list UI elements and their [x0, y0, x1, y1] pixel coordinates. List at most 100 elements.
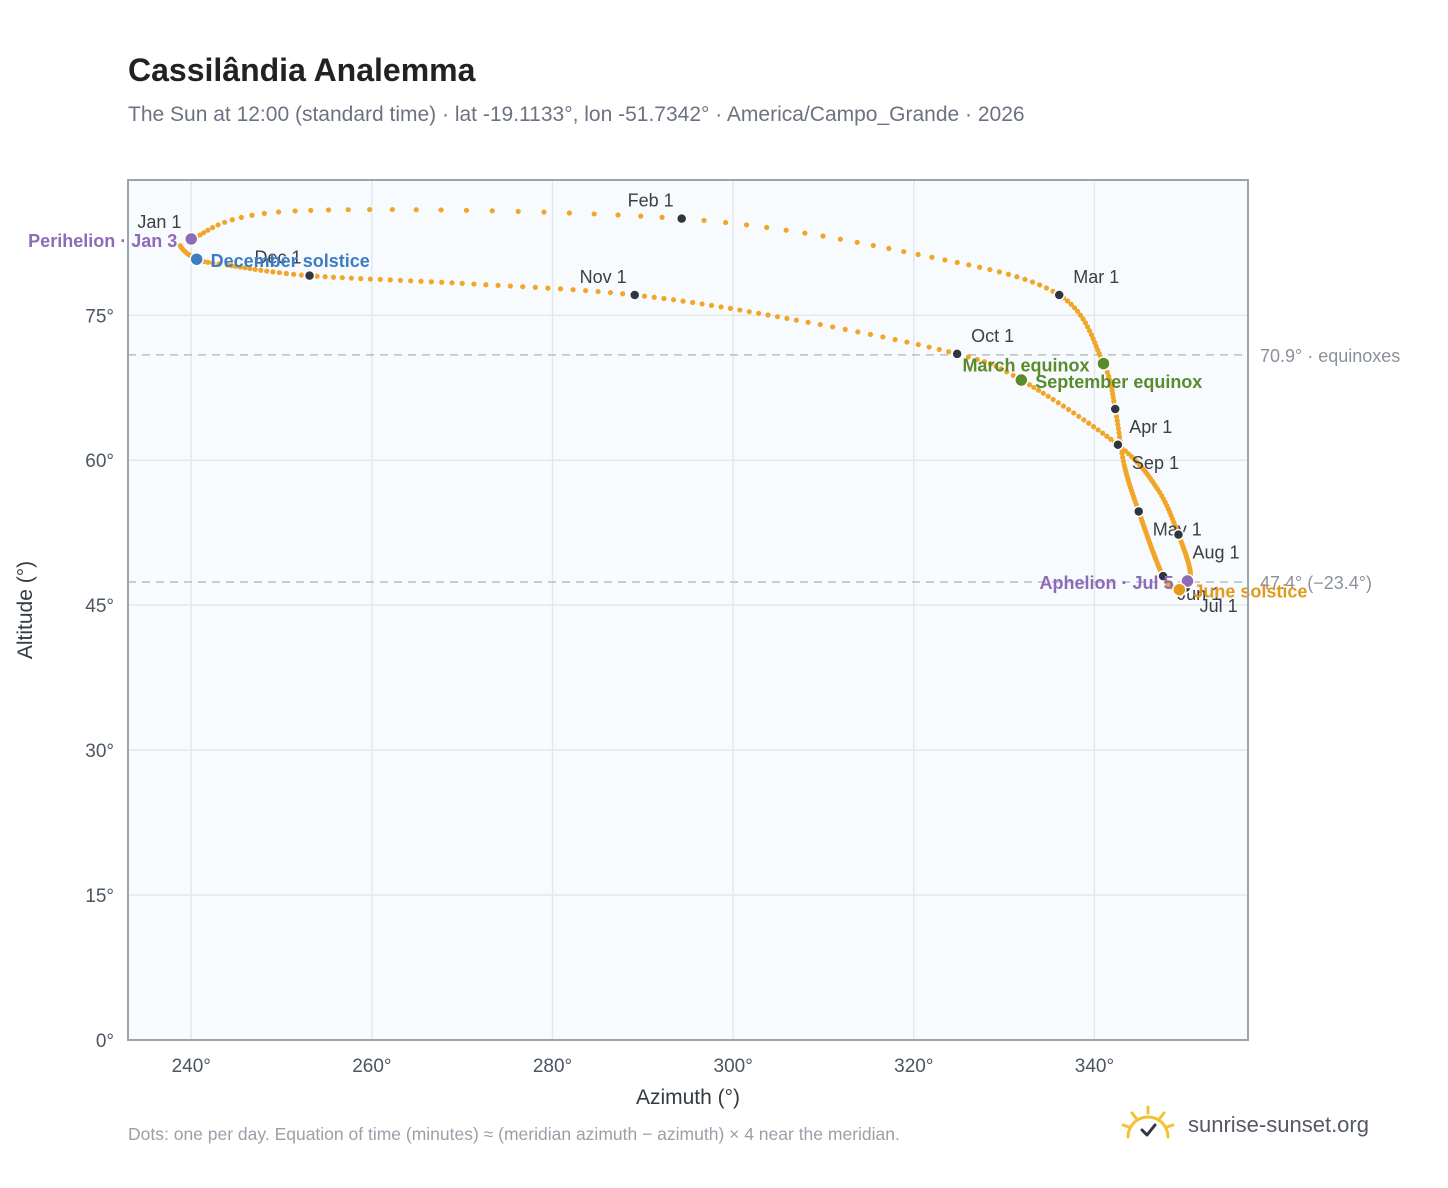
daily-sun-dot	[495, 282, 501, 288]
daily-sun-dot	[1095, 427, 1101, 433]
daily-sun-dot	[408, 278, 414, 284]
daily-sun-dot	[817, 321, 823, 328]
axis-ticks: 240° 260° 280° 300° 320° 340° 0° 15° 30° 45° 60° 75…	[85, 306, 1114, 1077]
daily-sun-dot	[915, 341, 921, 348]
daily-sun-dot	[413, 207, 419, 213]
daily-sun-dot	[638, 213, 644, 219]
daily-sun-dot	[607, 289, 614, 296]
y-tick-label: 30°	[85, 741, 114, 762]
daily-sun-dot	[1060, 403, 1067, 409]
daily-sun-dot	[1064, 298, 1071, 304]
event-marker-dot	[183, 231, 199, 247]
daily-sun-dot	[1055, 400, 1061, 406]
daily-sun-dot	[205, 259, 211, 265]
daily-sun-dot	[765, 312, 771, 318]
daily-sun-dot	[283, 270, 289, 277]
daily-sun-dot	[471, 281, 477, 287]
reference-line-label: 70.9° · equinoxes	[1260, 346, 1400, 366]
daily-sun-dot	[743, 222, 750, 228]
x-tick-label: 300°	[714, 1056, 753, 1077]
daily-sun-dot	[264, 268, 270, 274]
y-tick-label: 45°	[85, 596, 114, 617]
daily-sun-dot	[348, 275, 354, 281]
daily-sun-dot	[595, 288, 601, 295]
daily-sun-dot	[325, 207, 332, 213]
brand-name: sunrise-sunset.org	[1188, 1112, 1369, 1137]
daily-sun-dot	[620, 291, 626, 297]
daily-sun-dot	[515, 208, 521, 215]
daily-sun-dot	[659, 214, 665, 220]
event-marker-label: Perihelion · Jan 3	[28, 231, 177, 251]
daily-sun-dot	[718, 304, 724, 310]
daily-sun-dot	[1084, 324, 1091, 330]
daily-sun-dot	[870, 242, 876, 249]
month-marker-label: Feb 1	[628, 191, 674, 211]
daily-sun-dot	[229, 217, 235, 223]
daily-sun-dot	[1122, 448, 1128, 454]
daily-sun-dot	[209, 224, 216, 231]
daily-sun-dot	[322, 274, 328, 280]
event-marker-label: June solstice	[1193, 582, 1307, 602]
daily-sun-dot	[228, 263, 235, 269]
daily-sun-dot	[774, 314, 781, 320]
daily-sun-dot	[820, 233, 826, 239]
daily-sun-dot	[699, 301, 705, 307]
daily-sun-dot	[532, 284, 538, 290]
y-tick-label: 60°	[85, 451, 114, 472]
daily-sun-dot	[238, 214, 244, 220]
daily-sun-dot	[201, 230, 207, 236]
daily-sun-dot	[690, 299, 696, 306]
daily-sun-dot	[591, 211, 597, 217]
month-marker-dot	[951, 348, 963, 360]
daily-sun-dot	[483, 282, 489, 288]
y-tick-label: 15°	[85, 886, 114, 907]
daily-sun-dot	[723, 219, 729, 226]
daily-sun-dot	[892, 336, 898, 343]
daily-sun-dot	[1071, 410, 1077, 416]
daily-sun-dot	[1082, 320, 1088, 326]
daily-sun-dot	[397, 277, 404, 283]
daily-sun-dot	[661, 295, 667, 302]
daily-sun-dot	[1111, 398, 1117, 404]
x-tick-label: 240°	[172, 1056, 211, 1077]
daily-sun-dot	[1108, 436, 1114, 442]
daily-sun-dot	[1040, 390, 1046, 396]
daily-sun-dot	[764, 224, 770, 231]
daily-sun-dot	[981, 359, 988, 365]
daily-sun-dot	[783, 227, 789, 233]
reference-line-label: 47.4° (−23.4°)	[1260, 573, 1372, 593]
daily-sun-dot	[954, 259, 960, 266]
daily-sun-dot	[314, 273, 320, 279]
daily-sun-dot	[292, 208, 298, 214]
daily-sun-dot	[998, 366, 1004, 372]
daily-sun-dot	[1100, 430, 1106, 436]
daily-sun-dot	[1035, 387, 1042, 393]
month-marker-label: Aug 1	[1192, 543, 1239, 563]
daily-sun-dot	[389, 206, 395, 213]
month-marker-label: Mar 1	[1073, 267, 1119, 287]
daily-sun-dot	[1022, 276, 1028, 282]
event-marker-dot	[1172, 582, 1187, 597]
daily-sun-dot	[670, 297, 677, 303]
daily-sun-dot	[1086, 420, 1092, 426]
month-marker-dot	[628, 289, 641, 301]
daily-sun-dot	[570, 287, 576, 293]
event-markers: Perihelion · Jan 3 December solstice March…	[28, 231, 1307, 602]
daily-sun-dot	[756, 310, 762, 316]
daily-sun-dot	[276, 209, 282, 215]
daily-sun-dot	[583, 287, 589, 294]
daily-sun-dot	[545, 285, 551, 291]
daily-sun-dot	[1037, 282, 1043, 288]
daily-sun-dot	[1068, 301, 1074, 307]
brand-logo[interactable]: sunrise-sunset.org	[1120, 1100, 1369, 1150]
daily-sun-dot	[1075, 308, 1081, 315]
chart-subtitle: The Sun at 12:00 (standard time) · lat -…	[128, 103, 1025, 126]
month-marker-label: Sep 1	[1132, 453, 1179, 473]
daily-sun-dot	[1026, 382, 1033, 388]
daily-sun-dot	[459, 280, 465, 286]
daily-sun-dot	[886, 245, 892, 252]
daily-sun-dot	[224, 262, 230, 268]
daily-sun-dot	[855, 329, 861, 335]
footnote: Dots: one per day. Equation of time (min…	[128, 1124, 900, 1144]
